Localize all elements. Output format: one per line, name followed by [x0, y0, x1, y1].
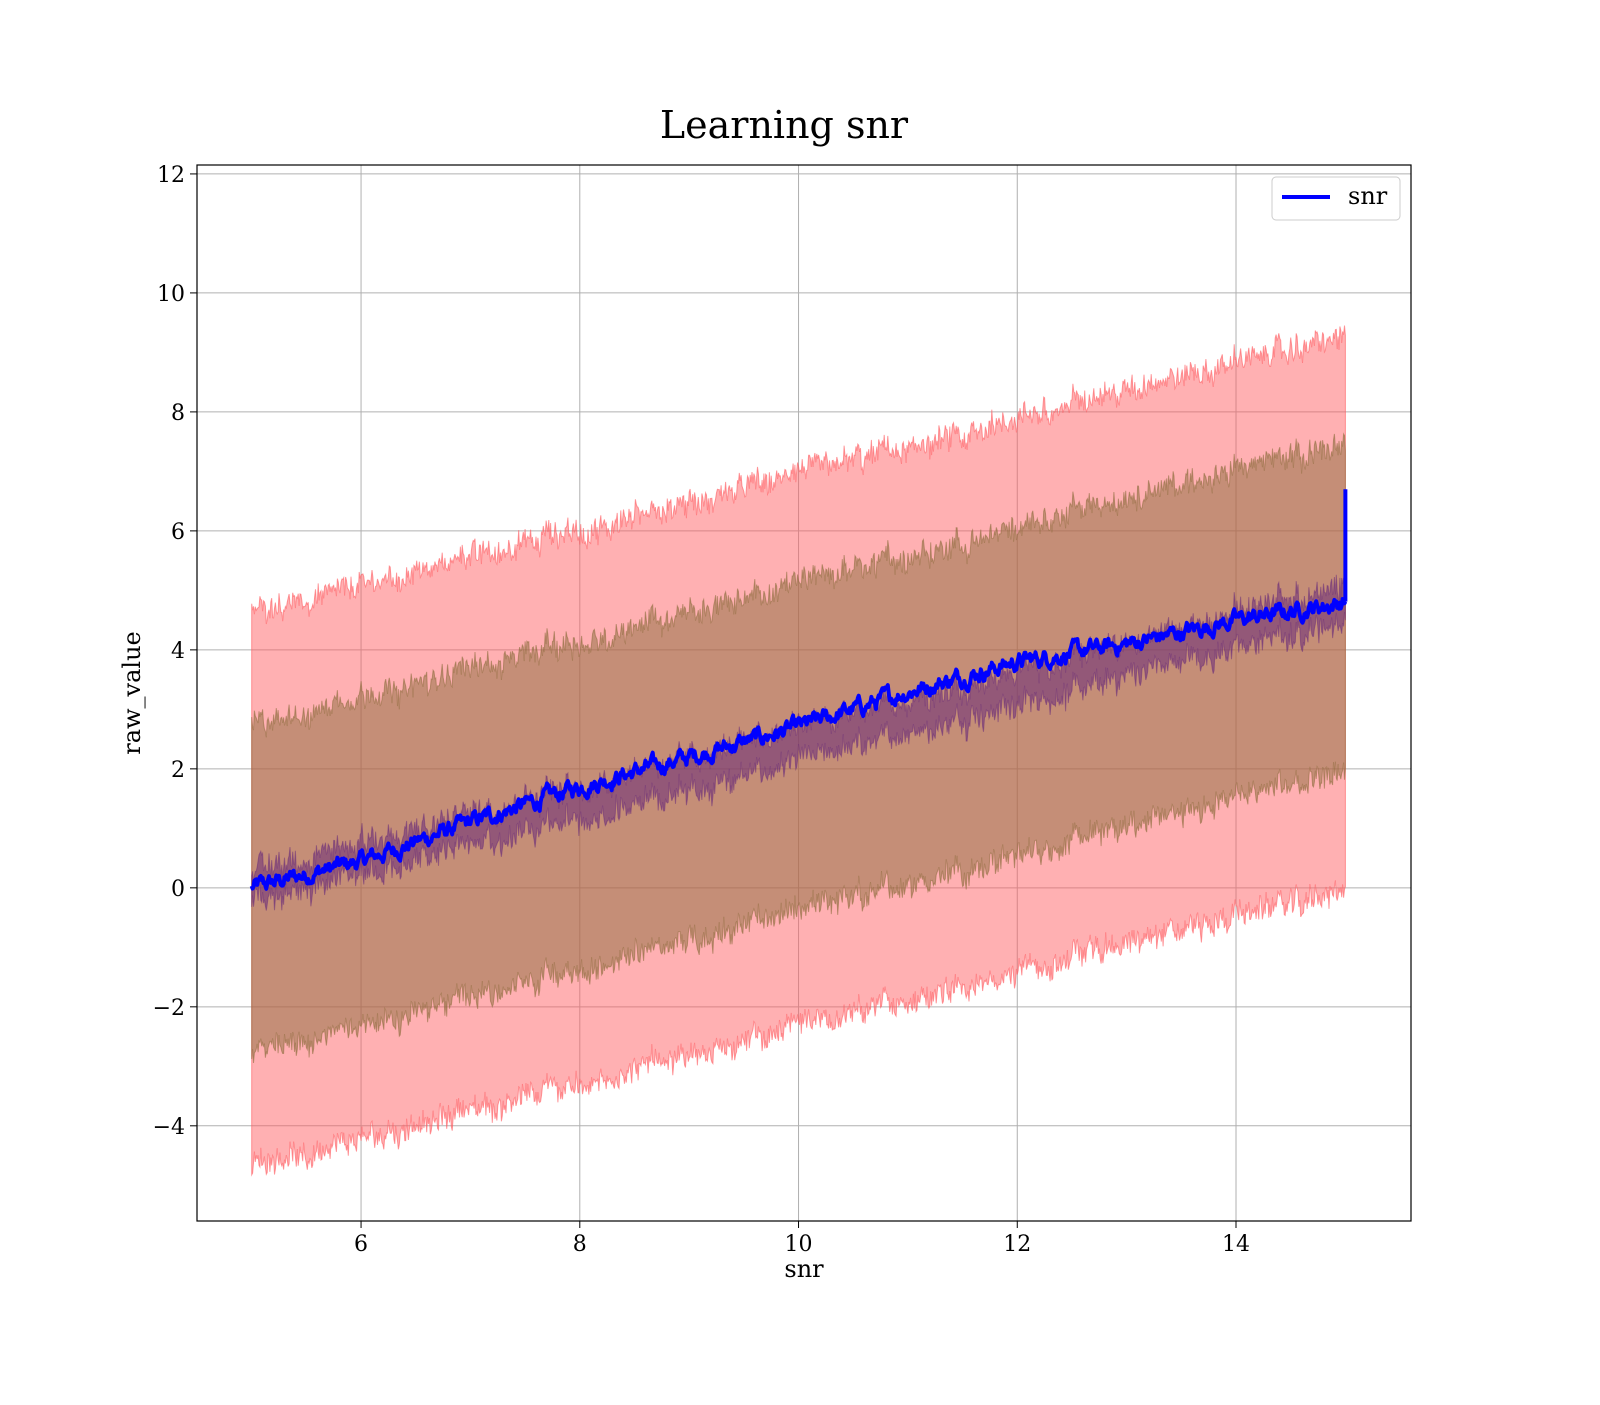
x-tick-label: 6 [354, 1232, 368, 1257]
confidence-bands [251, 325, 1346, 1177]
legend: snr [1271, 176, 1401, 221]
y-tick-label: 10 [157, 282, 185, 307]
y-tick-label: 8 [171, 401, 185, 426]
x-tick-label: 8 [573, 1232, 587, 1257]
x-axis-label: snr [784, 1255, 824, 1283]
y-tick-label: 0 [171, 877, 185, 902]
y-tick-label: 2 [171, 758, 185, 783]
series-line-snr [249, 597, 1348, 891]
y-tick-label: 4 [171, 639, 185, 664]
legend-label-snr: snr [1348, 182, 1388, 210]
y-tick-label: 6 [171, 520, 185, 545]
y-tick-label: −4 [153, 1115, 185, 1140]
chart-title: Learning snr [660, 103, 909, 147]
y-axis-label: raw_value [118, 631, 146, 755]
x-tick-label: 14 [1222, 1232, 1250, 1257]
axis-ticks: 6 8 10 12 14 −4 −2 0 2 4 6 8 10 12 [153, 163, 1250, 1257]
plot-frame [196, 164, 1412, 1222]
legend-box [1271, 176, 1401, 221]
x-tick-label: 12 [1003, 1232, 1031, 1257]
y-tick-label: 12 [157, 163, 185, 188]
series-lines [249, 489, 1348, 891]
y-tick-label: −2 [153, 996, 185, 1021]
x-tick-label: 10 [785, 1232, 813, 1257]
